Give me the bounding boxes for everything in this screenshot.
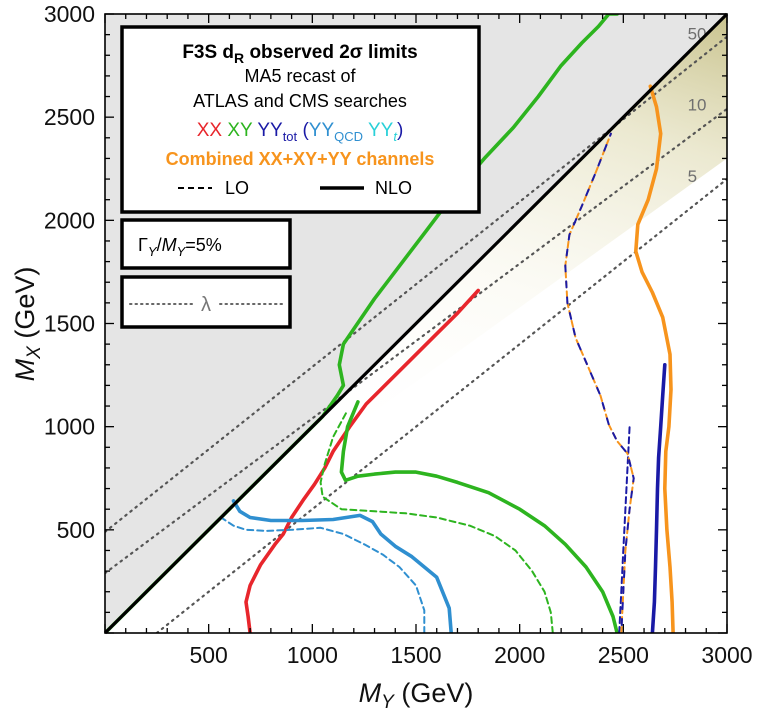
x-tick-label: 1500 [390,642,441,668]
diagonal-line [103,12,729,635]
lambda-symbol: λ [201,294,211,316]
curve-yyqcd-nlo-5 [231,499,454,633]
x-tick-label: 2500 [598,642,649,668]
limit-curves [105,14,675,633]
x-tick-label: 3000 [701,642,752,668]
lambda-contour-10 [105,107,727,575]
legend-channels: XX XY YYtot (YYQCD YYt) [197,120,404,144]
y-tick-label: 1000 [44,414,95,440]
curve-combined-lo-overlay [564,132,635,633]
legend-combined: Combined XX+XY+YY channels [166,149,435,169]
lambda-contour-5 [155,177,727,633]
curve-yyqcd-lo-6 [220,516,426,633]
y-tick-label: 1500 [44,311,95,337]
curve-yytot-lo-8 [618,425,631,633]
legend-line2: MA5 recast of [244,66,356,86]
legend-nlo-label: NLO [375,178,412,198]
curve-xx-nlo-0 [244,288,481,633]
y-axis-ticks: 500 1000 1500 2000 2500 3000 [44,1,727,634]
legend: F3S dR observed 2σ limits MA5 recast of … [120,25,481,214]
curve-xy-nlo-3 [339,400,619,633]
y-tick-label: 3000 [44,1,95,27]
legend-title: F3S dR observed 2σ limits [182,42,417,66]
x-tick-label: 500 [189,642,227,668]
y-tick-label: 2500 [44,104,95,130]
lambda-label-10: 10 [688,95,707,114]
curve-xy-lo-4 [319,409,554,633]
y-axis-label: MX (GeV) [10,267,45,382]
y-tick-label: 2000 [44,207,95,233]
diagonal-boundary [103,12,729,635]
x-axis-label: MY (GeV) [359,678,474,713]
lambda-box: λ [120,275,292,329]
lambda-label-50: 50 [688,25,707,44]
curve-combined-nlo-9 [633,84,675,633]
x-axis-ticks: 500 1000 1500 2000 2500 3000 [104,14,753,668]
lambda-label-5: 5 [688,167,697,186]
x-tick-label: 2000 [494,642,545,668]
x-tick-label: 1000 [287,642,338,668]
y-tick-label: 500 [57,517,95,543]
width-box: ΓY/MY=5% [120,218,292,270]
width-box-label: ΓY/MY=5% [138,235,222,259]
curve-yytot-nlo-7 [650,362,667,633]
legend-line3: ATLAS and CMS searches [193,91,407,111]
width-box-frame [120,218,292,270]
lambda-box-frame [120,275,292,329]
legend-lo-label: LO [225,178,249,198]
legend-box [120,25,481,214]
